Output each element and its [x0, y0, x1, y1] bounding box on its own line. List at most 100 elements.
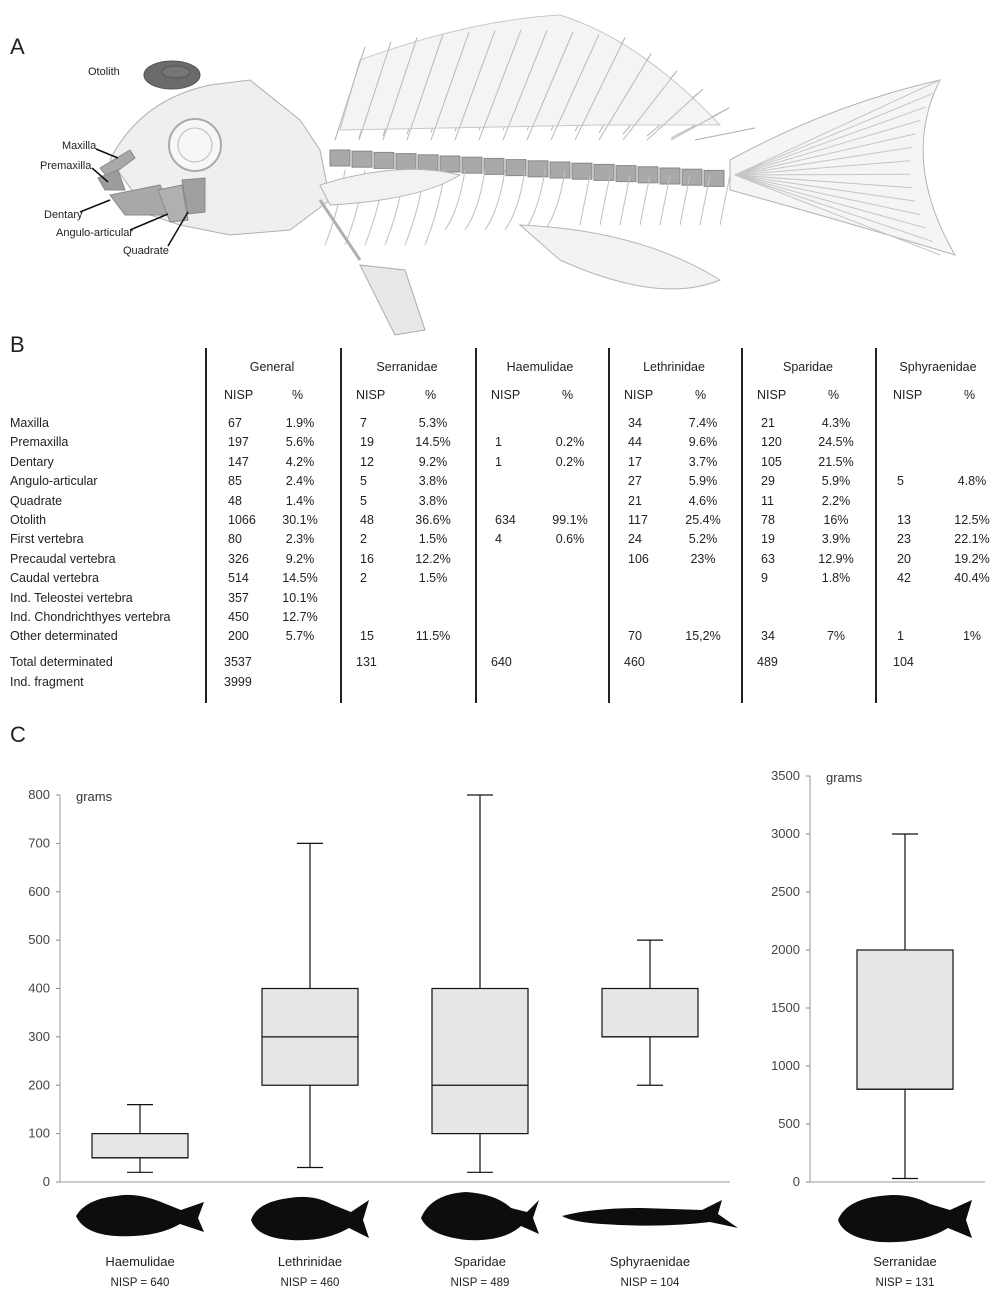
table-cell-nisp: 67 [228, 416, 242, 430]
table-cell-pct: 12.9% [818, 551, 854, 566]
table-cell-pct: 5.9% [688, 474, 718, 489]
table-cell-pct: 2.4% [285, 474, 315, 489]
table-cell-pct: 12.2% [415, 551, 451, 566]
table-cell-nisp: 106 [628, 551, 649, 566]
table-group-header: Lethrinidae [643, 360, 705, 374]
table-total-value: 131 [356, 655, 377, 669]
table-cell-pct: 4.2% [285, 454, 315, 469]
table-cell-nisp: 7 [360, 416, 367, 430]
pectoral-fin-shape [319, 168, 462, 206]
table-cell-nisp: 85 [228, 474, 242, 489]
table-group-header: Serranidae [376, 360, 438, 374]
category-label: Lethrinidae [278, 1254, 342, 1269]
table-cell-pct: 12.7% [282, 610, 318, 624]
table-cell-pct: 23% [690, 551, 716, 566]
category-label: Sphyraenidae [610, 1254, 690, 1269]
table-cell-nisp: 34 [761, 629, 775, 644]
table-subheader-pct: % [292, 388, 304, 402]
table-subheader-nisp: NISP [624, 388, 654, 402]
label-angulo-articular: Angulo-articular [56, 227, 134, 239]
panel-c-label: C [10, 722, 26, 747]
table-cell-nisp: 70 [628, 629, 642, 644]
table-cell-nisp: 5 [360, 474, 367, 489]
table-cell-nisp: 19 [360, 435, 374, 450]
table-cell-nisp: 13 [897, 513, 911, 527]
table-cell-nisp: 42 [897, 571, 911, 586]
table-cell-pct: 3.8% [418, 474, 448, 489]
y-tick-label: 700 [28, 835, 50, 850]
table-cell-pct: 16% [823, 513, 849, 527]
fish-silhouette-icon [562, 1200, 738, 1228]
category-nisp-caption: NISP = 104 [621, 1277, 681, 1289]
y-axis-unit-label: grams [826, 770, 863, 785]
label-premaxilla: Premaxilla [40, 160, 92, 172]
table-cell-nisp: 11 [761, 493, 774, 508]
fish-silhouette-icon [421, 1192, 539, 1241]
table-cell-nisp: 1 [495, 435, 502, 450]
table-cell-nisp: 4 [495, 532, 502, 547]
y-tick-label: 0 [793, 1174, 800, 1189]
table-cell-pct: 5.6% [285, 435, 315, 450]
box-iqr [601, 987, 699, 1038]
table-subheader-pct: % [964, 388, 976, 402]
table-cell-nisp: 15 [360, 629, 374, 644]
label-quadrate: Quadrate [123, 245, 169, 257]
table-cell-nisp: 48 [228, 493, 242, 508]
y-tick-label: 0 [43, 1174, 50, 1189]
table-row-label: First vertebra [10, 532, 84, 547]
y-tick-label: 600 [28, 884, 50, 899]
table-subheader-pct: % [695, 388, 707, 402]
table-cell-nisp: 12 [360, 454, 374, 469]
table-cell-pct: 7% [826, 629, 846, 644]
table-cell-nisp: 514 [228, 571, 249, 586]
table-cell-pct: 1.4% [285, 493, 315, 508]
table-cell-pct: 4.3% [821, 416, 851, 430]
table-cell-pct: 3.9% [821, 532, 851, 547]
table-cell-nisp: 2 [360, 571, 367, 586]
table-total-value: 3537 [224, 655, 252, 669]
table-cell-pct: 40.4% [954, 571, 990, 586]
table-cell-pct: 19.2% [954, 551, 990, 566]
table-cell-pct: 3.7% [688, 454, 718, 469]
table-subheader-nisp: NISP [356, 388, 386, 402]
category-nisp-caption: NISP = 460 [281, 1277, 340, 1289]
table-cell-pct: 12.5% [954, 513, 990, 527]
category-label: Serranidae [873, 1254, 937, 1269]
table-cell-nisp: 2 [360, 532, 367, 547]
table-subheader-nisp: NISP [893, 388, 923, 402]
table-row-label: Other determinated [10, 629, 118, 644]
y-tick-label: 500 [778, 1116, 800, 1131]
quadrate-shape [181, 177, 206, 215]
table-row-label: Dentary [10, 454, 54, 469]
table-cell-nisp: 63 [761, 551, 775, 566]
table-cell-nisp: 1 [897, 629, 904, 644]
table-cell-nisp: 117 [628, 513, 648, 527]
table-cell-nisp: 78 [761, 513, 775, 527]
table-cell-pct: 14.5% [415, 435, 451, 450]
box-plot-panel: 0 100 200 300 400 500 600 700 800 grams Haemulidae… [28, 768, 985, 1289]
table-cell-pct: 14.5% [282, 571, 318, 586]
y-tick-label: 2500 [771, 884, 800, 899]
y-tick-label: 100 [28, 1126, 50, 1141]
table-cell-nisp: 48 [360, 513, 374, 527]
label-otolith: Otolith [88, 66, 120, 78]
y-tick-label: 3500 [771, 768, 800, 783]
table-cell-pct: 4.8% [957, 474, 987, 489]
table-cell-pct: 5.7% [285, 629, 315, 644]
table-cell-nisp: 21 [628, 493, 642, 508]
box-iqr [856, 949, 954, 1090]
table-cell-nisp: 16 [360, 551, 374, 566]
table-column-divider [340, 348, 342, 703]
y-tick-label: 1000 [771, 1058, 800, 1073]
y-tick-label: 500 [28, 932, 50, 947]
table-cell-nisp: 5 [897, 474, 904, 489]
table-cell-pct: 11.5% [415, 629, 451, 644]
fish-skeleton-diagram [97, 14, 957, 336]
table-cell-nisp: 634 [495, 513, 516, 527]
table-subheader-nisp: NISP [757, 388, 787, 402]
table-cell-pct: 15,2% [685, 629, 721, 644]
table-cell-pct: 1.5% [418, 571, 448, 586]
fish-silhouette-icon [76, 1194, 204, 1237]
table-row-label: Angulo-articular [10, 474, 98, 489]
y-tick-label: 3000 [771, 826, 800, 841]
